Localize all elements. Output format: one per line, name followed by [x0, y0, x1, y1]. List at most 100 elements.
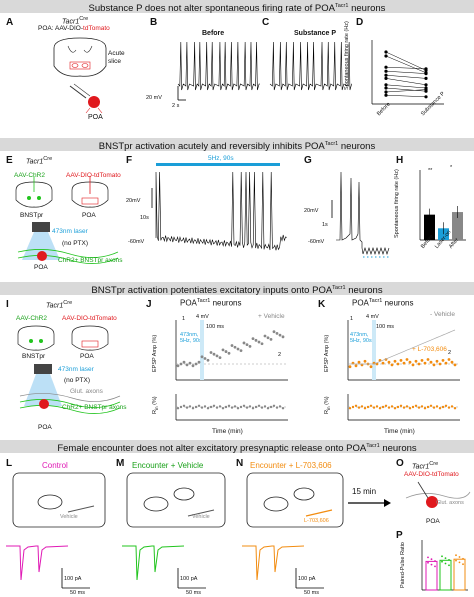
- panel-l-title: Control: [42, 461, 68, 470]
- long-trace: [155, 171, 287, 251]
- panel-m-vehicle: Vehicle: [192, 514, 210, 520]
- ppr-point: [462, 557, 464, 560]
- panel-f-baseline: -60mV: [128, 239, 145, 245]
- rin-point: [200, 406, 204, 409]
- before-point: [384, 76, 388, 80]
- section-title-sup: Tacr1: [324, 141, 339, 147]
- epsp-point: [254, 338, 258, 342]
- panel-g-baseline: -60mV: [308, 239, 325, 245]
- stim-window: [200, 320, 204, 380]
- ppr-point: [458, 556, 461, 558]
- panel-f-scale-v: 20mV: [126, 198, 141, 204]
- panel-b-title: Before: [202, 30, 225, 37]
- epsp-point: [233, 345, 237, 349]
- panel-k-legend1: - Vehicle: [430, 311, 455, 318]
- panel-f-stim-label: 5Hz, 90s: [208, 155, 234, 162]
- subp-point: [424, 83, 428, 87]
- mouse-genotype-e: Tacr1Cre: [26, 156, 53, 166]
- before-point: [384, 73, 388, 77]
- panel-i-laser-diagram: [19, 364, 121, 414]
- rin-point: [354, 404, 358, 407]
- panel-g-trace: [336, 171, 390, 258]
- subp-point: [424, 76, 428, 80]
- rin-point: [417, 406, 421, 409]
- panel-h-sig2: *: [450, 165, 453, 171]
- epsp-point: [194, 362, 198, 366]
- ptx-label-i: (no PTX): [64, 377, 91, 384]
- epsp-point: [444, 361, 448, 365]
- pair-line: [385, 87, 427, 92]
- panel-j-mark1: 1: [182, 316, 186, 322]
- axons-label-e: ChR2+ BNSTpr axons: [58, 257, 123, 264]
- panel-n-title: Encounter + L-703,606: [250, 461, 332, 470]
- glut-label-i: Glut. axons: [70, 388, 103, 395]
- epsp-point: [257, 340, 261, 344]
- rin-point: [426, 405, 430, 409]
- poa-label: POA: [88, 114, 103, 121]
- virus2-label-i: AAV-DIO-tdTomato: [62, 315, 117, 322]
- panel-j-inset-t: 100 ms: [206, 324, 225, 330]
- section-banner-3: BNSTpr activation potentiates excitatory…: [0, 282, 474, 296]
- pair-line: [385, 84, 427, 89]
- epsp-point: [215, 354, 219, 358]
- epsp-point: [218, 356, 222, 360]
- panel-j-stim: 473nm, 5Hz, 90s: [180, 332, 202, 344]
- ppr-point: [441, 560, 443, 563]
- pair-line: [385, 66, 427, 70]
- panel-k-mark1: 1: [350, 316, 354, 322]
- panel-l-trace: [6, 545, 69, 581]
- region1-label-i: BNSTpr: [22, 353, 46, 360]
- axons-label-i: ChR2+ BNSTpr axons: [62, 404, 127, 411]
- panel-j-title: POATacr1 neurons: [180, 298, 242, 308]
- epsp-point: [426, 358, 430, 361]
- epsp-point: [266, 336, 270, 340]
- ppr-point: [462, 563, 464, 566]
- epsp-point: [185, 363, 189, 367]
- panel-letter-f: F: [126, 155, 133, 166]
- epsp-point: [242, 341, 246, 345]
- epsp-point: [221, 348, 225, 352]
- epsp-point: [278, 333, 282, 337]
- panel-l-scale-i: 100 pA: [64, 576, 82, 582]
- before-point: [384, 86, 388, 90]
- panel-m-scale-i: 100 pA: [180, 576, 198, 582]
- laser-label-e: 473nm laser: [52, 228, 88, 235]
- rin-point: [185, 406, 189, 409]
- ppr-bar-0: [425, 560, 438, 591]
- panel-j-ylabel2: Rin (%): [152, 396, 160, 414]
- epsp-point: [191, 364, 195, 368]
- ppr-point: [427, 556, 429, 559]
- rin-point: [251, 407, 255, 410]
- panel-c-trace: [269, 41, 352, 91]
- panel-letter-p: P: [396, 530, 403, 541]
- panel-e-laser-diagram: [17, 222, 119, 264]
- before-point: [384, 65, 388, 69]
- panel-letter-e: E: [6, 155, 13, 166]
- rin-point: [399, 404, 403, 407]
- mouse-genotype-o: Tacr1Cre: [412, 461, 439, 471]
- panel-b-scale-v: 20 mV: [146, 95, 162, 101]
- panel-o-virus: AAV-DIO-tdTomato: [404, 471, 459, 478]
- epsp-point: [227, 351, 231, 355]
- ppr-point: [430, 558, 433, 561]
- epsp-point: [381, 361, 385, 365]
- rin-point: [224, 405, 228, 409]
- laser-label-i: 473nm laser: [58, 366, 94, 373]
- rin-point: [269, 405, 273, 409]
- epsp-point: [260, 342, 264, 346]
- rin-point: [357, 406, 361, 409]
- rin-point: [351, 405, 355, 409]
- poa-label-i: POA: [38, 424, 52, 431]
- ppr-point: [458, 561, 461, 564]
- panel-letter-g: G: [304, 155, 312, 166]
- panel-f-scale-t: 10s: [140, 215, 149, 221]
- section-title: Substance P does not alter spontaneous f…: [88, 3, 335, 15]
- ppr-point: [434, 560, 436, 562]
- panel-d-plot: [371, 40, 444, 105]
- panel-e-brain-slices: [15, 176, 109, 208]
- rin-point: [387, 406, 391, 409]
- epsp-point: [239, 349, 243, 353]
- pair-line: [385, 70, 427, 74]
- ptx-label-e: (no PTX): [62, 240, 89, 247]
- section-title-suffix: neurons: [348, 3, 386, 15]
